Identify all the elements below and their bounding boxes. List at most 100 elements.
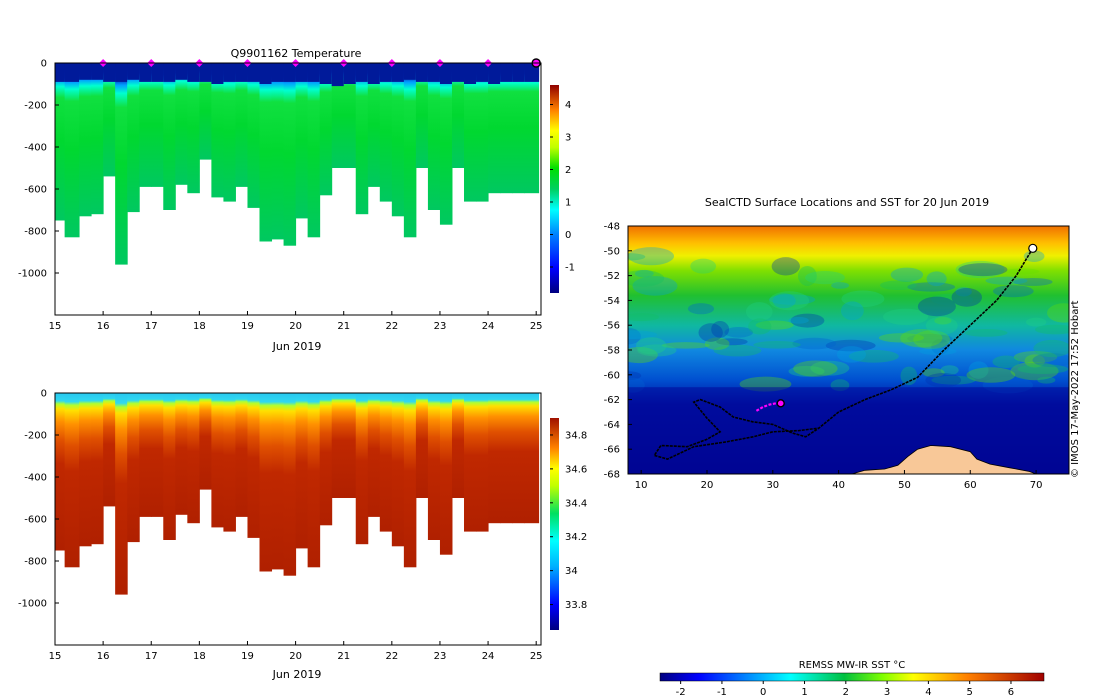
salinity-profile [500, 393, 513, 524]
temperature-profile [283, 63, 297, 246]
sst-colorbar-tick-label: 5 [966, 687, 972, 698]
seal-track [653, 247, 1034, 460]
temperature-profile [415, 63, 429, 168]
sst-map: SealCTD Surface Locations and SST for 20… [604, 196, 1070, 491]
x-tick-label: 19 [241, 651, 254, 662]
sst-patch [931, 338, 950, 355]
temperature-y-axis: 0 -200 -400 -600 -800 -1000 [18, 59, 59, 280]
sst-patch [805, 270, 845, 285]
x-tick-label: 23 [434, 651, 447, 662]
sst-patch [810, 360, 850, 376]
x-tick-label: 17 [145, 651, 158, 662]
salinity-profiles [55, 393, 540, 595]
temperature-surface-layer [391, 63, 405, 82]
x-tick-label: 15 [49, 321, 62, 332]
sst-patch [966, 367, 1016, 383]
temperature-surface-layer [512, 63, 525, 82]
salinity-profile [343, 393, 357, 498]
sst-patch [628, 247, 675, 266]
seal-track-recent [755, 402, 777, 412]
y-tick-label: -400 [24, 143, 47, 154]
temperature-profile [187, 63, 200, 194]
temperature-surface-layer [235, 63, 248, 82]
x-tick-label: 23 [434, 321, 447, 332]
colorbar-tick-label: 3 [565, 133, 571, 144]
sst-patch [836, 346, 866, 363]
temperature-profile [127, 63, 140, 213]
x-tick-label: 22 [385, 321, 398, 332]
temperature-profile [175, 63, 188, 185]
y-tick-label: -200 [24, 101, 47, 112]
temperature-profile [91, 63, 104, 215]
temperature-profile [103, 63, 116, 177]
sst-patch [1047, 303, 1069, 323]
sst-patch [745, 302, 773, 322]
temperature-surface-layer [439, 63, 453, 84]
sst-patch [922, 368, 945, 378]
temperature-surface-layer [247, 63, 261, 82]
sst-patch [907, 282, 956, 292]
sst-colorbar-tick-label: 6 [1008, 687, 1014, 698]
y-tick-label: -600 [24, 185, 47, 196]
y-tick-label: -56 [604, 321, 620, 332]
colorbar-tick-label: 0 [565, 230, 571, 241]
temperature-surface-layer [103, 63, 116, 82]
sst-patch [748, 318, 772, 335]
temperature-surface-layer [295, 63, 309, 82]
sst-patch [755, 320, 794, 330]
temperature-profile [151, 63, 164, 187]
sst-patch [940, 365, 959, 376]
sst-colorbar-tick-label: 2 [843, 687, 849, 698]
salinity-profile [259, 393, 273, 572]
temperature-profile [139, 63, 152, 187]
start-position-marker [1028, 243, 1038, 253]
colorbar-tick-label: 34.4 [565, 498, 587, 509]
temperature-profile [451, 63, 465, 168]
temperature-surface-layer [55, 63, 66, 82]
salinity-profile [283, 393, 297, 576]
salinity-profile [55, 393, 66, 551]
colorbar-tick-label: -1 [565, 263, 575, 274]
x-tick-label: 40 [832, 480, 845, 491]
sst-patch [882, 308, 929, 325]
temperature-profile [259, 63, 273, 242]
sst-patch [900, 366, 918, 386]
sst-patch [931, 375, 976, 385]
sst-colorbar-title: REMSS MW-IR SST °C [799, 660, 906, 671]
y-tick-label: -1000 [18, 599, 47, 610]
temperature-profile [307, 63, 321, 238]
temperature-surface-layer [415, 63, 429, 82]
sst-patch [879, 280, 917, 290]
colorbar-tick-label: 2 [565, 165, 571, 176]
sst-patch [925, 373, 962, 388]
sst-patch [1017, 364, 1069, 375]
y-tick-label: 0 [41, 389, 47, 400]
sst-patch [753, 340, 801, 349]
colorbar-tick-label: 1 [565, 198, 571, 209]
temperature-surface-layer [379, 63, 393, 82]
salinity-profile [139, 393, 152, 517]
sst-texture [628, 247, 1069, 474]
y-tick-label: -68 [604, 470, 620, 481]
temperature-surface-layer [139, 63, 152, 82]
sst-patch [628, 330, 658, 339]
temperature-title: Q9901162 Temperature [231, 47, 362, 60]
sst-patch [690, 258, 717, 274]
y-tick-label: -60 [604, 370, 620, 381]
sst-patch [878, 333, 925, 343]
salinity-profile [79, 393, 92, 547]
sst-patch [926, 271, 947, 287]
salinity-profile [403, 393, 417, 568]
x-tick-label: 21 [337, 651, 350, 662]
sst-patch [985, 276, 1028, 285]
sst-patch [771, 257, 800, 276]
temperature-profile [223, 63, 236, 202]
temperature-surface-layer [464, 63, 477, 84]
x-tick-label: 20 [701, 480, 714, 491]
sst-patch [793, 360, 838, 377]
y-tick-label: -64 [604, 420, 620, 431]
temperature-profile [235, 63, 248, 187]
temperature-surface-layer [211, 63, 224, 84]
sst-patch [1024, 354, 1045, 368]
y-tick-label: 0 [41, 59, 47, 70]
